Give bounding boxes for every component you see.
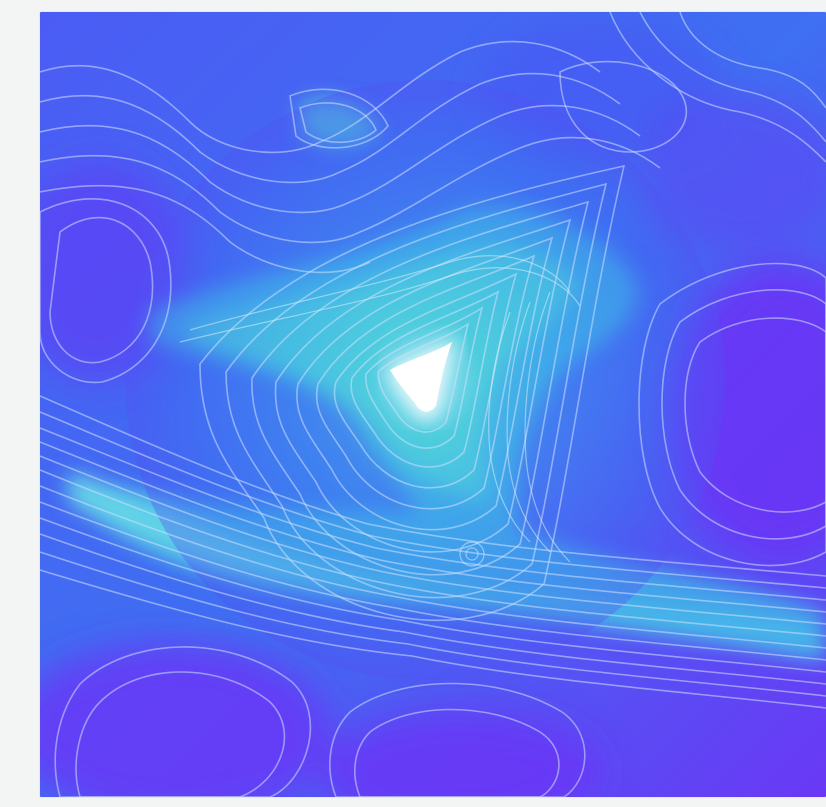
contour-map-svg	[40, 12, 826, 797]
contour-lines	[40, 12, 826, 797]
contour-map-image	[40, 12, 826, 797]
summit-core	[390, 342, 452, 412]
inner-contours	[179, 255, 581, 567]
